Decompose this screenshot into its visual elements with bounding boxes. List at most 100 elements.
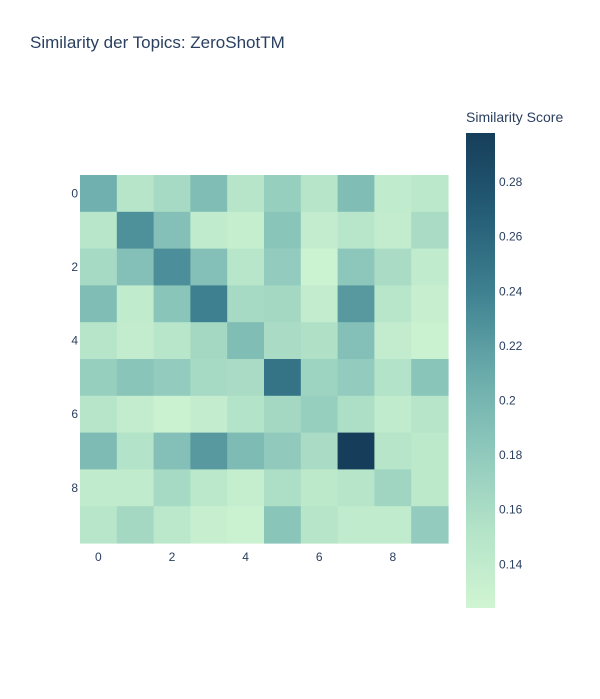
heatmap-cell-3-5[interactable] (264, 285, 302, 323)
heatmap-cell-7-4[interactable] (227, 432, 265, 470)
heatmap-cell-8-3[interactable] (190, 469, 228, 507)
heatmap-cell-2-0[interactable] (80, 248, 118, 286)
heatmap-cell-9-7[interactable] (337, 506, 375, 544)
heatmap-cell-1-9[interactable] (411, 211, 449, 250)
heatmap-cell-8-6[interactable] (300, 469, 339, 507)
heatmap-cell-0-5[interactable] (264, 175, 302, 213)
heatmap-cell-0-4[interactable] (227, 175, 265, 213)
heatmap-cell-9-5[interactable] (264, 506, 302, 544)
heatmap-cell-8-8[interactable] (374, 469, 412, 507)
heatmap-cell-1-1[interactable] (116, 211, 155, 250)
heatmap-cell-3-6[interactable] (300, 285, 339, 323)
heatmap-cell-2-7[interactable] (337, 248, 375, 286)
heatmap-cell-2-4[interactable] (227, 248, 265, 286)
heatmap-cell-2-2[interactable] (153, 248, 191, 286)
heatmap-cell-8-0[interactable] (80, 469, 118, 507)
heatmap-cell-8-4[interactable] (227, 469, 265, 507)
heatmap-cell-1-4[interactable] (227, 211, 265, 250)
heatmap-cell-3-4[interactable] (227, 285, 265, 323)
heatmap-cell-5-7[interactable] (337, 359, 375, 397)
heatmap-cell-2-6[interactable] (300, 248, 339, 286)
heatmap-cell-3-9[interactable] (411, 285, 449, 323)
heatmap-cell-5-3[interactable] (190, 359, 228, 397)
heatmap-cell-1-6[interactable] (300, 211, 339, 250)
heatmap-cell-0-8[interactable] (374, 175, 412, 213)
heatmap-cell-6-6[interactable] (300, 395, 339, 434)
heatmap-cell-9-6[interactable] (300, 506, 339, 544)
heatmap-cell-4-9[interactable] (411, 322, 449, 360)
heatmap-cell-7-1[interactable] (116, 432, 155, 470)
heatmap-cell-9-8[interactable] (374, 506, 412, 544)
heatmap-cell-2-9[interactable] (411, 248, 449, 286)
heatmap-cell-3-7[interactable] (337, 285, 375, 323)
heatmap-cell-0-0[interactable] (80, 175, 118, 213)
heatmap-cell-2-1[interactable] (116, 248, 155, 286)
heatmap-cell-7-5[interactable] (264, 432, 302, 470)
heatmap-cell-4-3[interactable] (190, 322, 228, 360)
heatmap-cell-0-9[interactable] (411, 175, 449, 213)
heatmap-cell-7-2[interactable] (153, 432, 191, 470)
heatmap-cell-5-0[interactable] (80, 359, 118, 397)
heatmap-cell-4-6[interactable] (300, 322, 339, 360)
heatmap-cell-4-5[interactable] (264, 322, 302, 360)
heatmap-cell-8-1[interactable] (116, 469, 155, 507)
heatmap-cell-1-5[interactable] (264, 211, 302, 250)
heatmap-cell-8-9[interactable] (411, 469, 449, 507)
heatmap-cell-1-0[interactable] (80, 211, 118, 250)
heatmap-cell-6-5[interactable] (264, 395, 302, 434)
heatmap-cell-0-1[interactable] (116, 175, 155, 213)
heatmap-cell-1-3[interactable] (190, 211, 228, 250)
heatmap-cell-4-2[interactable] (153, 322, 191, 360)
heatmap-cell-5-1[interactable] (116, 359, 155, 397)
heatmap-cell-6-8[interactable] (374, 395, 412, 434)
heatmap-cell-6-7[interactable] (337, 395, 375, 434)
heatmap-cell-4-0[interactable] (80, 322, 118, 360)
heatmap-cell-2-8[interactable] (374, 248, 412, 286)
heatmap-cell-7-0[interactable] (80, 432, 118, 470)
heatmap-cell-9-1[interactable] (116, 506, 155, 544)
heatmap-cell-6-0[interactable] (80, 395, 118, 434)
heatmap-cell-9-0[interactable] (80, 506, 118, 544)
heatmap-cell-5-8[interactable] (374, 359, 412, 397)
heatmap-cell-7-8[interactable] (374, 432, 412, 470)
heatmap-cell-0-6[interactable] (300, 175, 339, 213)
heatmap-cell-5-4[interactable] (227, 359, 265, 397)
heatmap-cell-3-2[interactable] (153, 285, 191, 323)
heatmap-cell-4-4[interactable] (227, 322, 265, 360)
heatmap-cell-8-5[interactable] (264, 469, 302, 507)
heatmap-cell-8-7[interactable] (337, 469, 375, 507)
heatmap-cell-9-2[interactable] (153, 506, 191, 544)
heatmap-cell-7-9[interactable] (411, 432, 449, 470)
heatmap-cell-6-9[interactable] (411, 395, 449, 434)
heatmap-cell-1-7[interactable] (337, 211, 375, 250)
heatmap-cell-5-6[interactable] (300, 359, 339, 397)
heatmap-cell-5-9[interactable] (411, 359, 449, 397)
heatmap-cell-4-7[interactable] (337, 322, 375, 360)
heatmap-cell-0-2[interactable] (153, 175, 191, 213)
heatmap-cell-4-8[interactable] (374, 322, 412, 360)
heatmap-cell-6-3[interactable] (190, 395, 228, 434)
heatmap-cell-4-1[interactable] (116, 322, 155, 360)
heatmap-cell-3-8[interactable] (374, 285, 412, 323)
heatmap-cell-0-3[interactable] (190, 175, 228, 213)
heatmap-cell-6-2[interactable] (153, 395, 191, 434)
heatmap-cell-7-7[interactable] (337, 432, 375, 470)
heatmap-cell-3-3[interactable] (190, 285, 228, 323)
heatmap-cell-6-4[interactable] (227, 395, 265, 434)
heatmap-cell-0-7[interactable] (337, 175, 375, 213)
heatmap-cell-9-4[interactable] (227, 506, 265, 544)
heatmap-cell-8-2[interactable] (153, 469, 191, 507)
heatmap-cell-2-3[interactable] (190, 248, 228, 286)
heatmap-cell-7-3[interactable] (190, 432, 228, 470)
heatmap-cell-9-9[interactable] (411, 506, 449, 544)
heatmap-cell-5-2[interactable] (153, 359, 191, 397)
heatmap-cell-1-8[interactable] (374, 211, 412, 250)
heatmap-cell-5-5[interactable] (264, 359, 302, 397)
heatmap-cell-3-0[interactable] (80, 285, 118, 323)
heatmap-cell-6-1[interactable] (116, 395, 155, 434)
heatmap-cell-7-6[interactable] (300, 432, 339, 470)
heatmap-cell-1-2[interactable] (153, 211, 191, 250)
heatmap-cell-9-3[interactable] (190, 506, 228, 544)
heatmap-cell-3-1[interactable] (116, 285, 155, 323)
